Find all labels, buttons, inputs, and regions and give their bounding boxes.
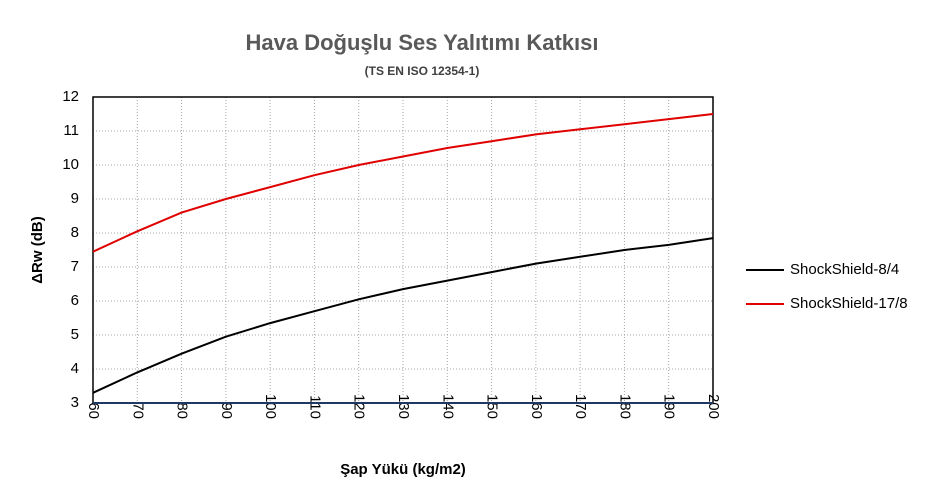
y-tick-label: 3 [71,394,79,411]
y-tick-label: 4 [71,360,79,377]
x-tick-label: 80 [174,402,191,419]
legend-label: ShockShield-17/8 [790,295,908,312]
x-tick-label: 180 [616,394,633,419]
x-tick-label: 160 [528,394,545,419]
series-line [92,113,714,253]
x-tick-label: 190 [661,394,678,419]
series-line [92,237,714,394]
x-tick-label: 110 [306,395,323,419]
x-tick-label: 100 [262,394,279,419]
x-tick-label: 150 [484,394,501,419]
y-tick-label: 6 [71,292,79,309]
x-tick-label: 70 [129,402,146,419]
y-tick-label: 5 [71,326,79,343]
y-tick-label: 12 [62,88,79,105]
x-tick-label: 90 [218,402,235,419]
x-tick-label: 170 [572,394,589,419]
y-tick-label: 11 [63,122,79,139]
y-tick-label: 10 [62,156,79,173]
legend-label: ShockShield-8/4 [790,261,899,278]
x-axis-label: Şap Yükü (kg/m2) [340,461,466,478]
x-tick-label: 130 [395,394,412,419]
x-tick-label: 60 [85,402,102,419]
chart-title: Hava Doğuşlu Ses Yalıtımı Katkısı [246,30,599,55]
x-tick-label: 140 [439,394,456,419]
x-tick-label: 200 [705,394,722,419]
x-tick-label: 120 [351,394,368,419]
chart-subtitle: (TS EN ISO 12354-1) [365,64,480,78]
y-tick-label: 8 [71,224,79,241]
y-axis-label: ΔRw (dB) [29,216,46,283]
y-tick-label: 7 [71,258,79,275]
y-tick-label: 9 [71,190,79,207]
